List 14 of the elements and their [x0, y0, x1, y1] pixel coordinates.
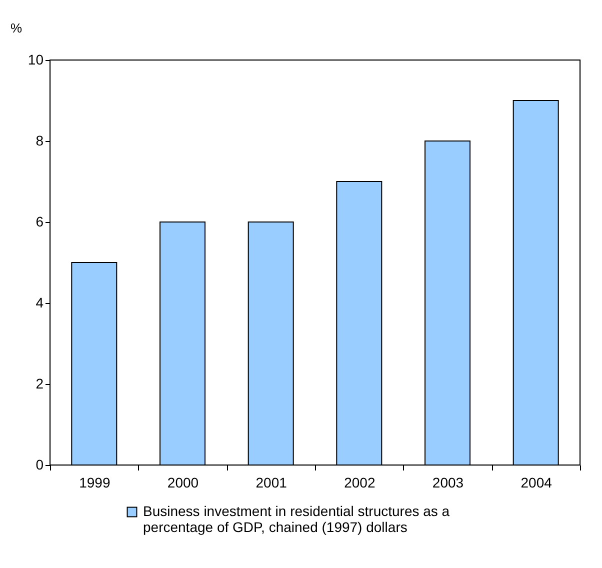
y-tick-label: 6 [36, 214, 44, 230]
x-tick-label: 2003 [432, 474, 464, 490]
y-axis-title: % [10, 20, 22, 36]
x-tick-label: 2001 [256, 474, 288, 490]
y-tick-label: 4 [36, 294, 44, 310]
y-tick-label: 10 [28, 52, 44, 68]
x-tick-label: 1999 [79, 474, 110, 490]
y-tick-label: 2 [36, 376, 44, 392]
x-tick-label: 2002 [344, 474, 376, 490]
legend-label: Business investment in residential structures as a percentage of GDP, chained (1997) dollars [143, 503, 450, 535]
y-tick-label: 8 [36, 132, 44, 148]
x-tick-label: 2000 [167, 474, 199, 490]
y-tick-label: 0 [36, 456, 44, 472]
x-tick-label: 2004 [520, 474, 552, 490]
